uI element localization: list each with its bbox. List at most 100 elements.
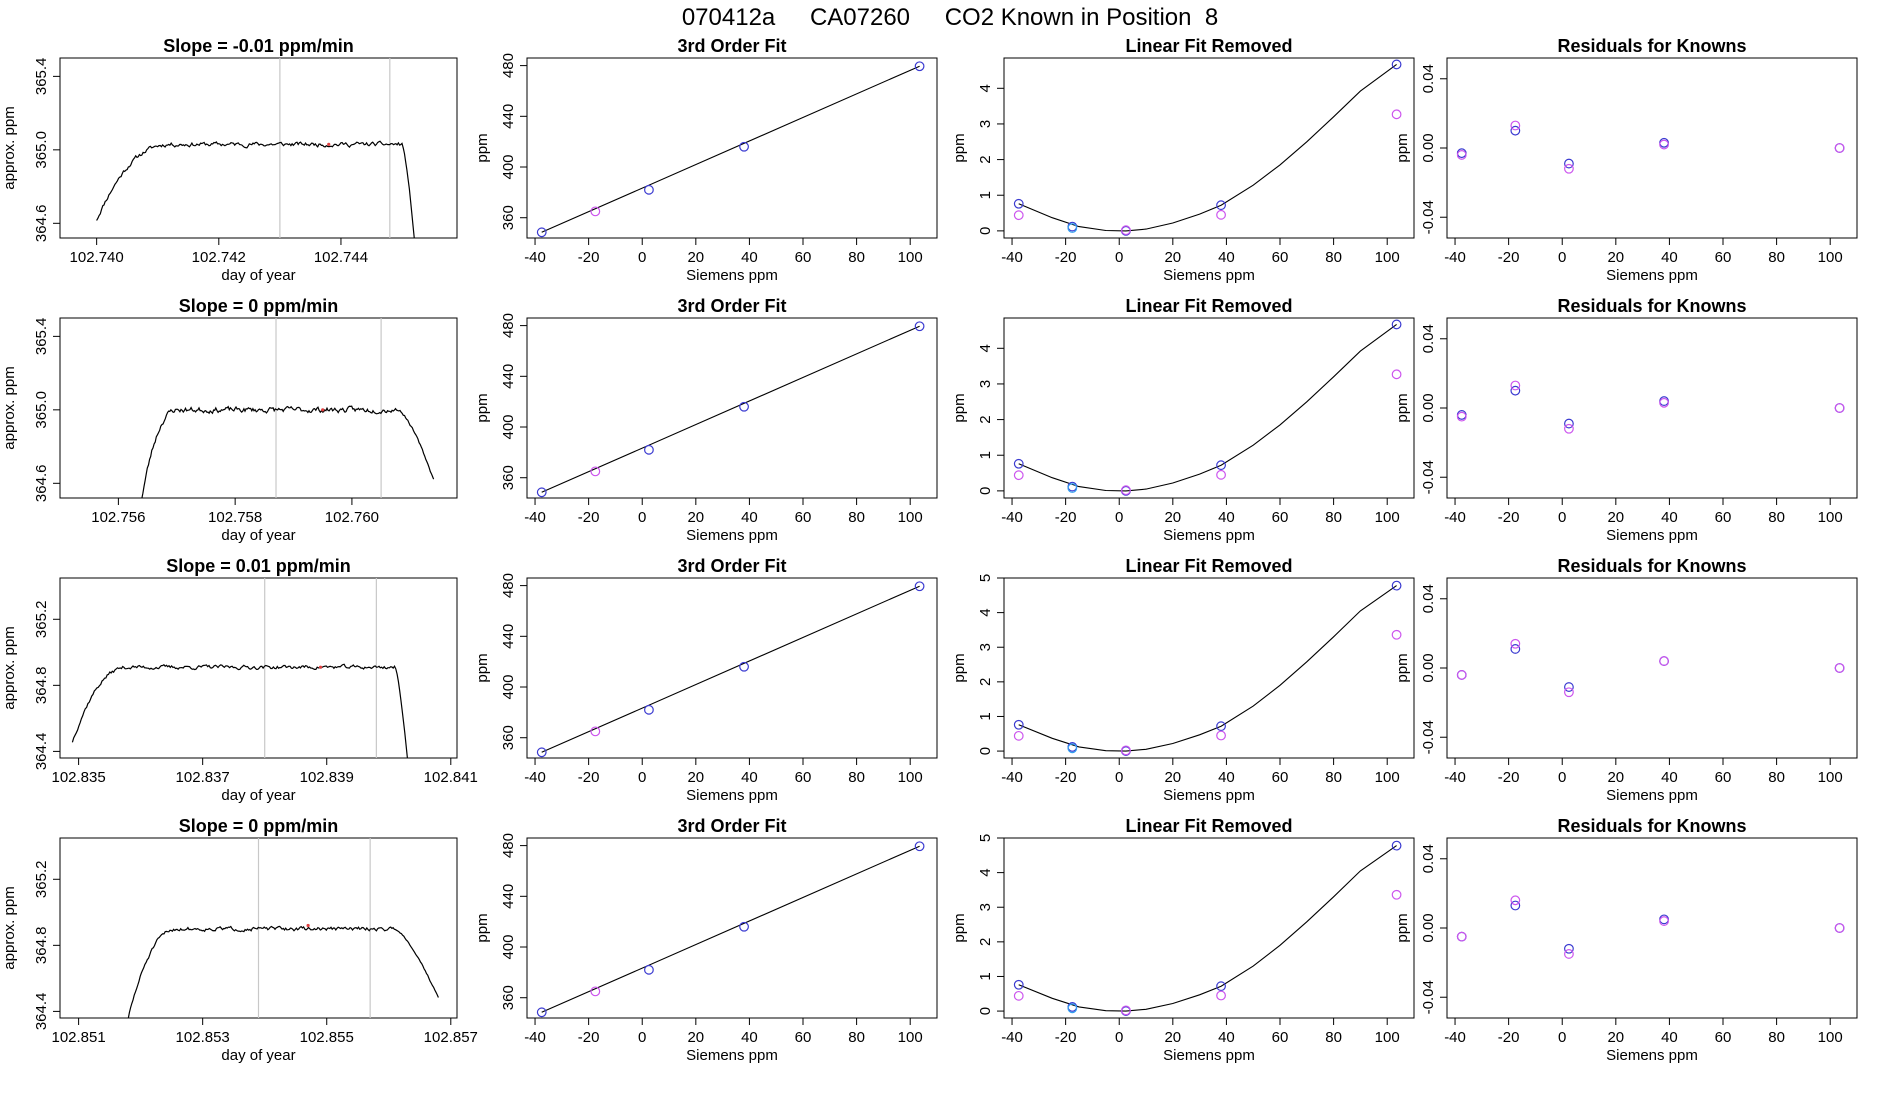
plot-frame	[1003, 837, 1415, 1019]
panel-title: Residuals for Knowns	[1557, 556, 1746, 576]
plot-area	[1456, 895, 1845, 959]
y-tick-label: 0	[977, 487, 994, 495]
data-point	[536, 227, 547, 238]
panel-5: 3rd Order Fit -40 -20 0 20 40 60 80 100 360 400 440…	[474, 296, 938, 544]
y-tick-label: 4	[977, 84, 994, 92]
y-tick-label: 364.6	[33, 465, 50, 503]
x-tick-label: 100	[898, 249, 923, 266]
y-tick-label: -0.04	[1420, 980, 1437, 1014]
plot-area	[96, 58, 415, 238]
panel-title: Residuals for Knowns	[1557, 296, 1746, 316]
x-tick-label: -20	[1498, 1029, 1520, 1046]
data-point	[536, 1007, 547, 1018]
panel-9: Linear Fit Removed -40 -20 0 20 40 60 80 100 0 1 2 3…	[951, 296, 1415, 544]
x-tick-label: 0	[638, 249, 646, 266]
y-tick-label: 364.4	[33, 993, 50, 1031]
y-tick-label: 480	[500, 833, 517, 858]
x-tick-label: -20	[578, 1029, 600, 1046]
y-tick-label: 480	[500, 53, 517, 78]
data-point	[536, 487, 547, 498]
x-tick-label: 100	[1375, 249, 1400, 266]
data-point	[1564, 949, 1574, 959]
x-tick-label: 102.835	[51, 769, 105, 786]
data-point	[1216, 730, 1226, 741]
y-tick-label: 0	[977, 747, 994, 755]
panel-8: Linear Fit Removed -40 -20 0 20 40 60 80 100 0 1 2 3…	[951, 36, 1415, 284]
x-tick-label: -40	[1444, 1029, 1466, 1046]
x-tick-label: 0	[1115, 509, 1123, 526]
data-point	[1391, 889, 1402, 900]
plot-area	[1013, 59, 1402, 236]
plot-frame	[59, 317, 458, 499]
y-tick-label: 365.2	[33, 601, 50, 639]
plot-area	[141, 318, 435, 498]
fit-curve	[541, 65, 920, 233]
x-tick-label: 60	[1272, 249, 1289, 266]
concentration-trace	[71, 663, 408, 758]
data-point	[1834, 663, 1845, 673]
data-point	[1216, 981, 1226, 992]
y-tick-label: 5	[977, 574, 994, 582]
x-tick-label: 80	[1768, 509, 1785, 526]
plot-frame	[1446, 837, 1858, 1019]
x-axis-label: Siemens ppm	[1163, 527, 1255, 544]
x-tick-label: 40	[741, 769, 758, 786]
panel-title: 3rd Order Fit	[677, 36, 786, 56]
y-tick-label: 5	[977, 834, 994, 842]
y-axis-label: ppm	[951, 913, 968, 942]
x-tick-label: 0	[1115, 249, 1123, 266]
y-tick-label: 364.8	[33, 667, 50, 705]
data-point	[1510, 900, 1521, 911]
x-tick-label: -40	[1444, 769, 1466, 786]
y-tick-label: 2	[977, 938, 994, 946]
plot-frame	[1446, 317, 1858, 499]
data-point	[914, 321, 925, 332]
panel-1: Slope = 0 ppm/min 102.756 102.758 102.760 36…	[1, 296, 458, 544]
x-tick-label: -40	[524, 769, 546, 786]
x-tick-label: 20	[1164, 1029, 1181, 1046]
x-tick-label: 80	[848, 249, 865, 266]
x-tick-label: 40	[741, 509, 758, 526]
data-point	[1391, 319, 1402, 330]
x-tick-label: -40	[1001, 769, 1023, 786]
x-tick-label: 60	[1715, 1029, 1732, 1046]
concentration-trace	[127, 925, 439, 1018]
data-point	[1216, 209, 1226, 220]
plot-frame	[526, 577, 938, 759]
y-tick-label: 440	[500, 364, 517, 389]
plot-area	[1456, 120, 1845, 174]
plot-frame	[1003, 577, 1415, 759]
data-point	[1510, 120, 1521, 131]
y-tick-label: 0.00	[1420, 913, 1437, 942]
x-axis-label: Siemens ppm	[1163, 787, 1255, 804]
plot-area	[536, 61, 925, 238]
x-axis-label: Siemens ppm	[686, 1047, 778, 1064]
y-axis-label: ppm	[474, 653, 491, 682]
x-tick-label: 80	[1768, 769, 1785, 786]
data-point	[1564, 163, 1574, 174]
panel-title: Residuals for Knowns	[1557, 816, 1746, 836]
x-tick-label: 20	[1607, 249, 1624, 266]
y-tick-label: 365.4	[33, 318, 50, 356]
fit-curve	[541, 325, 920, 493]
fit-curve	[1018, 63, 1397, 232]
x-tick-label: -40	[524, 1029, 546, 1046]
panel-title: Slope = 0.01 ppm/min	[166, 556, 351, 576]
y-tick-label: 2	[977, 155, 994, 163]
x-tick-label: 20	[1164, 509, 1181, 526]
x-tick-label: 60	[1272, 769, 1289, 786]
x-tick-label: -40	[524, 249, 546, 266]
x-tick-label: 60	[795, 1029, 812, 1046]
panel-7: 3rd Order Fit -40 -20 0 20 40 60 80 100 360 400 440…	[474, 816, 938, 1064]
x-tick-label: 102.756	[91, 509, 145, 526]
y-tick-label: 440	[500, 884, 517, 909]
panel-title: Linear Fit Removed	[1125, 816, 1292, 836]
x-tick-label: 102.855	[300, 1029, 354, 1046]
y-tick-label: 360	[500, 465, 517, 490]
data-point	[1391, 629, 1402, 640]
panel-11: Linear Fit Removed -40 -20 0 20 40 60 80 100 0 1 2 3…	[951, 816, 1415, 1064]
y-axis-label: approx. ppm	[1, 626, 18, 709]
data-point	[914, 581, 925, 592]
interval-average-mark	[306, 923, 310, 928]
